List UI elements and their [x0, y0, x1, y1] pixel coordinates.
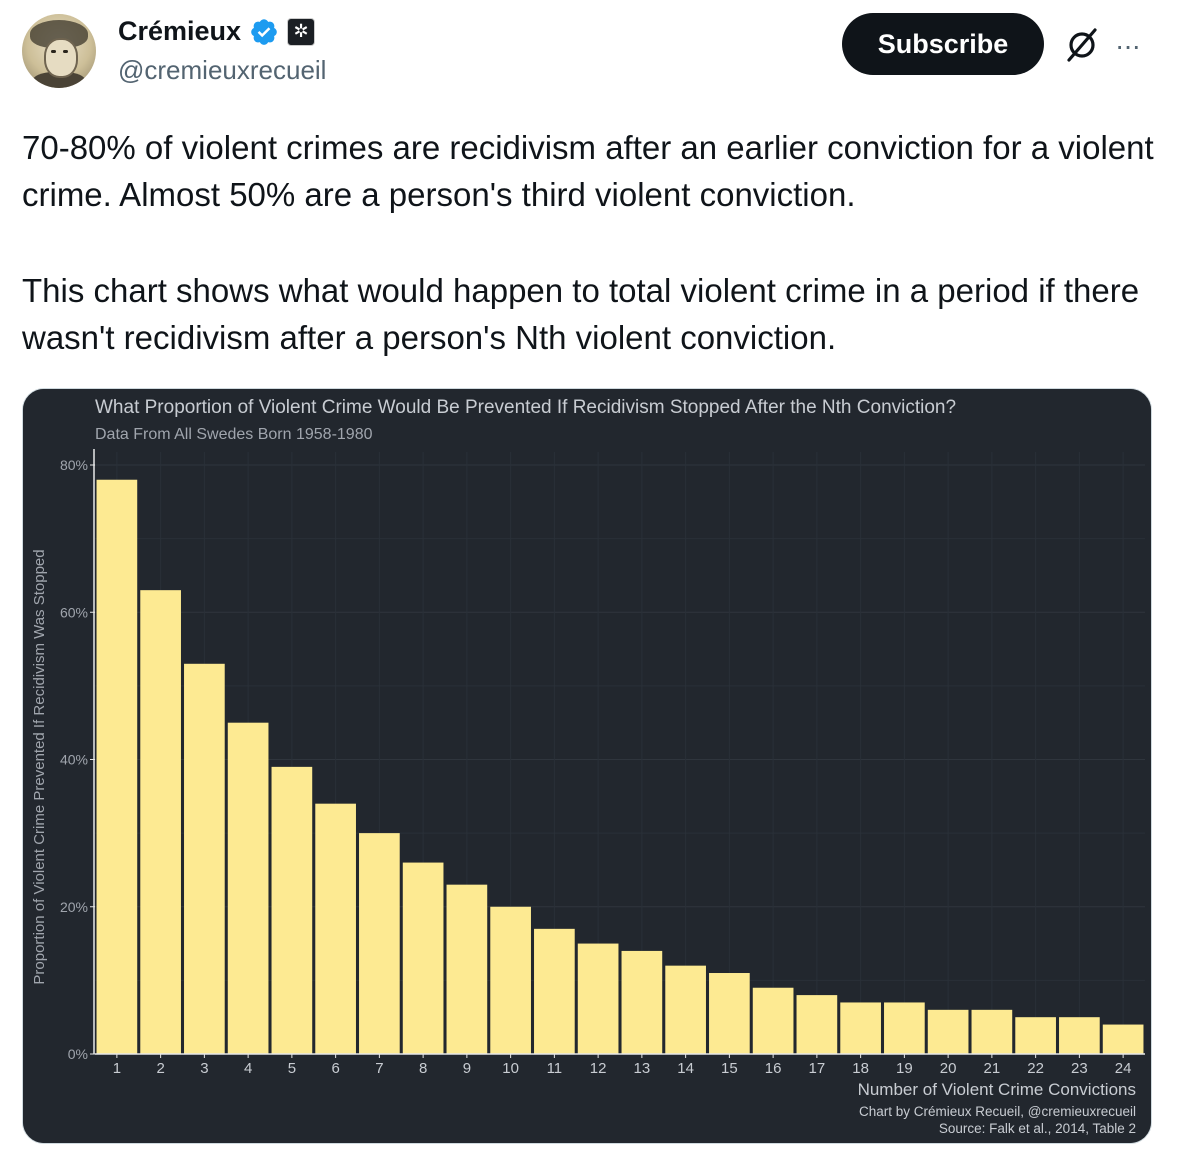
bar-10 [490, 906, 531, 1054]
x-tick-label: 22 [1027, 1060, 1044, 1077]
bar-24 [1102, 1024, 1144, 1054]
bar-9 [446, 884, 488, 1054]
bar-13 [621, 950, 663, 1054]
bar-5 [271, 766, 313, 1054]
grok-icon[interactable] [1064, 24, 1100, 64]
bar-20 [927, 1009, 969, 1054]
x-tick-label: 15 [721, 1060, 738, 1077]
tweet-paragraph-2: This chart shows what would happen to to… [22, 272, 1140, 356]
y-tick-label: 80% [60, 457, 88, 473]
x-tick-label: 4 [244, 1060, 252, 1077]
y-axis-label: Proportion of Violent Crime Prevented If… [31, 549, 48, 984]
bar-11 [534, 928, 575, 1054]
tweet-header: Crémieux ✲ @cremieuxrecueil Subscribe ··… [0, 0, 1202, 110]
x-tick-label: 17 [809, 1060, 826, 1077]
y-tick-label: 0% [68, 1046, 88, 1062]
bar-1 [96, 479, 138, 1055]
bar-18 [840, 1002, 881, 1054]
bar-23 [1059, 1017, 1100, 1054]
x-tick-label: 2 [156, 1060, 164, 1077]
avatar[interactable] [22, 14, 96, 88]
y-tick-label: 20% [60, 899, 88, 915]
x-tick-label: 5 [288, 1060, 296, 1077]
chart-subtitle: Data From All Swedes Born 1958-1980 [95, 426, 373, 443]
bar-4 [227, 722, 269, 1054]
subscribe-button[interactable]: Subscribe [842, 13, 1044, 75]
x-tick-label: 10 [502, 1060, 519, 1077]
bar-chart: 0%20%40%60%80% 1 2 3 4 5 6 7 8 9 10 11 12 13 14 15 16 17… [23, 389, 1151, 1143]
x-tick-label: 11 [547, 1060, 563, 1077]
bar-3 [184, 663, 225, 1054]
chart-title: What Proportion of Violent Crime Would B… [95, 397, 956, 418]
x-tick-label: 8 [419, 1060, 427, 1077]
bar-15 [709, 973, 750, 1054]
chart-image[interactable]: 0% 20% 40% 60% 80% 1 2 3 4 5 6 7 8 9 10 11 12 13 14 15 16 17… [22, 388, 1152, 1144]
tweet-paragraph-1: 70-80% of violent crimes are recidivism … [22, 129, 1154, 213]
author-name-row: Crémieux ✲ [118, 16, 316, 47]
bar-6 [315, 803, 356, 1054]
bar-19 [884, 1002, 925, 1054]
chart-caption-credit: Chart by Crémieux Recueil, @cremieuxrecu… [859, 1104, 1136, 1119]
tweet-text: 70-80% of violent crimes are recidivism … [22, 124, 1172, 361]
y-tick-label: 40% [60, 752, 88, 768]
bar-7 [359, 833, 400, 1054]
bar-8 [402, 862, 444, 1054]
x-tick-label: 6 [331, 1060, 339, 1077]
x-tick-label: 21 [984, 1060, 1001, 1077]
x-tick-label: 14 [677, 1060, 694, 1077]
x-tick-label: 12 [590, 1060, 607, 1077]
x-tick-label: 23 [1071, 1060, 1088, 1077]
x-tick-label: 9 [463, 1060, 471, 1077]
bar-17 [796, 995, 838, 1054]
author-name[interactable]: Crémieux [118, 16, 242, 46]
affiliate-badge-icon[interactable]: ✲ [287, 17, 316, 46]
x-tick-label: 13 [634, 1060, 651, 1077]
y-tick-label: 60% [60, 604, 88, 620]
bar-22 [1015, 1017, 1056, 1054]
bar-21 [971, 1009, 1013, 1054]
more-options-icon[interactable]: ··· [1115, 30, 1141, 61]
x-tick-label: 19 [896, 1060, 913, 1077]
bar-14 [665, 965, 706, 1054]
x-tick-label: 3 [200, 1060, 208, 1077]
author-handle[interactable]: @cremieuxrecueil [118, 55, 327, 85]
bar-16 [752, 987, 794, 1054]
x-tick-label: 1 [113, 1060, 121, 1077]
chart-caption-source: Source: Falk et al., 2014, Table 2 [939, 1121, 1136, 1136]
x-tick-label: 24 [1115, 1060, 1132, 1077]
x-tick-label: 16 [765, 1060, 782, 1077]
x-tick-label: 20 [940, 1060, 957, 1077]
x-tick-label: 7 [375, 1060, 383, 1077]
verified-badge-icon[interactable] [249, 17, 279, 47]
x-axis-label: Number of Violent Crime Convictions [858, 1080, 1136, 1099]
bar-2 [140, 590, 181, 1054]
x-tick-label: 18 [852, 1060, 869, 1077]
bar-12 [577, 943, 619, 1054]
